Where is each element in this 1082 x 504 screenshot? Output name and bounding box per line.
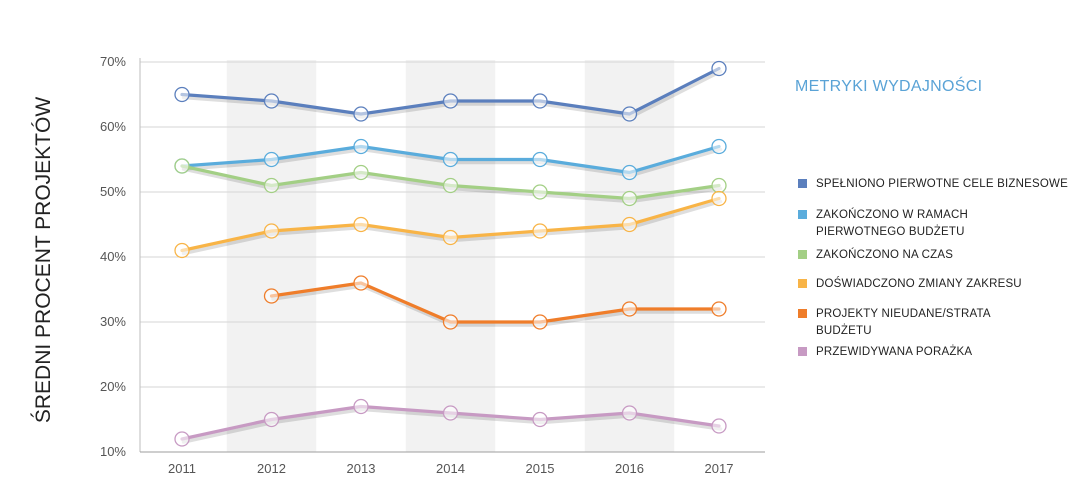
data-point — [621, 405, 638, 421]
data-point — [711, 190, 727, 207]
data-point — [263, 223, 280, 239]
series-4 — [174, 190, 727, 259]
column-band — [405, 60, 496, 452]
y-axis-label: ŚREDNI PROCENT PROJEKTÓW — [31, 97, 55, 423]
y-tick-label: 10% — [100, 444, 126, 459]
x-tick-label: 2014 — [436, 461, 465, 476]
series-1 — [174, 60, 727, 122]
data-point — [532, 151, 548, 168]
y-axis-ticks: 10% 20% 30% 40% 50% 60% 70% — [100, 54, 126, 459]
data-point — [532, 411, 548, 428]
legend-item: DOŚWIADCZONO ZMIANY ZAKRESU — [798, 276, 1022, 293]
data-point — [353, 398, 369, 415]
x-tick-label: 2015 — [526, 461, 555, 476]
data-point — [711, 418, 727, 434]
legend-swatch — [798, 279, 807, 288]
data-point — [442, 177, 459, 194]
series-6 — [174, 398, 727, 447]
x-tick-label: 2011 — [168, 461, 196, 476]
data-point — [174, 86, 190, 103]
y-tick-label: 20% — [100, 379, 126, 394]
legend-label: ZAKOŃCZONO NA CZAS — [816, 249, 954, 261]
data-point — [711, 60, 727, 77]
axes — [139, 58, 765, 453]
data-point — [353, 216, 369, 233]
data-point — [263, 177, 280, 194]
x-tick-label: 2016 — [615, 461, 644, 476]
data-point — [263, 411, 280, 428]
data-point — [711, 177, 727, 194]
data-point — [532, 93, 548, 109]
legend-swatch — [798, 250, 807, 259]
y-tick-label: 40% — [100, 249, 126, 264]
data-point — [621, 190, 638, 207]
series-line — [269, 281, 721, 324]
data-point — [532, 223, 548, 239]
y-tick-label: 30% — [100, 314, 126, 329]
legend-item: PRZEWIDYWANA PORAŻKA — [798, 344, 972, 361]
x-axis-ticks: 2011 2012 2013 2014 2015 2016 2017 — [168, 461, 733, 476]
column-band — [226, 60, 317, 452]
data-point — [711, 301, 727, 317]
legend-label: DOŚWIADCZONO ZMIANY ZAKRESU — [816, 278, 1022, 290]
series-lines — [174, 60, 727, 447]
series-5 — [263, 275, 727, 330]
legend-swatch — [798, 179, 807, 188]
data-point — [442, 314, 459, 330]
data-point — [532, 314, 548, 330]
legend-item: SPEŁNIONO PIERWOTNE CELE BIZNESOWE — [798, 176, 1068, 193]
data-point — [621, 301, 638, 317]
y-tick-label: 60% — [100, 119, 126, 134]
data-point — [711, 138, 727, 155]
legend-label: PRZEWIDYWANA PORAŻKA — [816, 346, 973, 358]
data-point — [353, 275, 369, 291]
data-point — [174, 431, 190, 447]
data-point — [621, 164, 638, 181]
data-point — [353, 138, 369, 155]
series-2 — [174, 138, 727, 181]
data-point — [442, 151, 459, 168]
x-tick-label: 2012 — [257, 461, 286, 476]
data-point — [532, 184, 548, 200]
legend-item: ZAKOŃCZONO NA CZAS — [798, 247, 953, 264]
legend-swatch — [798, 347, 807, 356]
data-point — [353, 106, 369, 122]
y-tick-label: 50% — [100, 184, 126, 199]
y-tick-label: 70% — [100, 54, 126, 69]
series-3 — [174, 158, 727, 207]
data-point — [263, 288, 280, 304]
data-point — [621, 106, 638, 122]
legend-label: ZAKOŃCZONO W RAMACH PIERWOTNEGO BUDŻETU — [816, 209, 969, 238]
data-point — [442, 405, 459, 421]
legend-item: PROJEKTY NIEUDANE/STRATA BUDŻETU — [798, 306, 1011, 340]
x-tick-label: 2017 — [705, 461, 734, 476]
data-point — [353, 164, 369, 181]
chart-title: METRYKI WYDAJNOŚCI — [795, 78, 983, 95]
data-point — [263, 93, 280, 109]
data-point — [442, 93, 459, 109]
x-tick-label: 2013 — [347, 461, 376, 476]
data-point — [174, 242, 190, 259]
legend-label: SPEŁNIONO PIERWOTNE CELE BIZNESOWE — [816, 178, 1068, 190]
legend-swatch — [798, 309, 807, 318]
data-point — [263, 151, 280, 168]
data-point — [442, 229, 459, 246]
data-point — [621, 216, 638, 233]
legend-swatch — [798, 210, 807, 219]
data-point — [174, 158, 190, 174]
legend-label: PROJEKTY NIEUDANE/STRATA BUDŻETU — [816, 308, 991, 337]
series-line-shadow — [271, 284, 723, 327]
legend-item: ZAKOŃCZONO W RAMACH PIERWOTNEGO BUDŻETU — [798, 207, 1011, 241]
alternating-column-bands — [226, 60, 675, 452]
